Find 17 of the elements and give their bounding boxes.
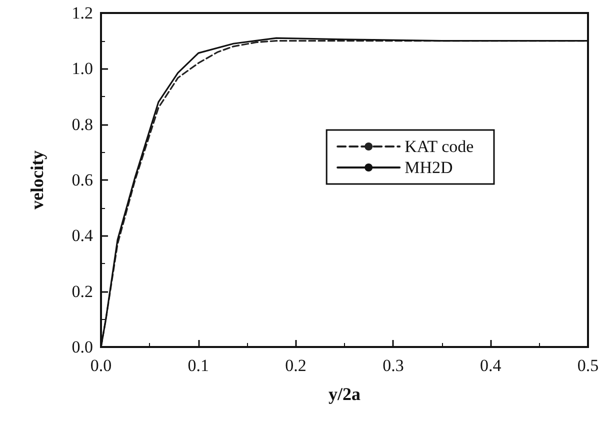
y-tick-label: 0.8: [72, 114, 93, 134]
y-tick-label: 1.0: [72, 59, 93, 78]
legend-label: MH2D: [404, 158, 453, 177]
x-tick-label: 0.0: [90, 356, 112, 375]
y-tick-label: 0.2: [72, 282, 93, 301]
y-tick-label: 1.2: [72, 4, 93, 22]
y-axis-title: velocity: [27, 150, 47, 210]
x-axis-title: y/2a: [328, 384, 361, 404]
y-tick-label: 0.6: [72, 170, 93, 190]
y-tick-label: 0.0: [72, 338, 93, 356]
x-tick-label: 0.4: [480, 356, 502, 375]
x-tick-label: 0.3: [382, 356, 404, 375]
y-tick-label: 0.4: [72, 226, 94, 246]
x-tick-label: 0.1: [188, 356, 210, 375]
x-tick-label: 0.5: [577, 356, 599, 375]
x-tick-label: 0.2: [285, 356, 306, 375]
legend-label: KAT code: [404, 137, 474, 156]
